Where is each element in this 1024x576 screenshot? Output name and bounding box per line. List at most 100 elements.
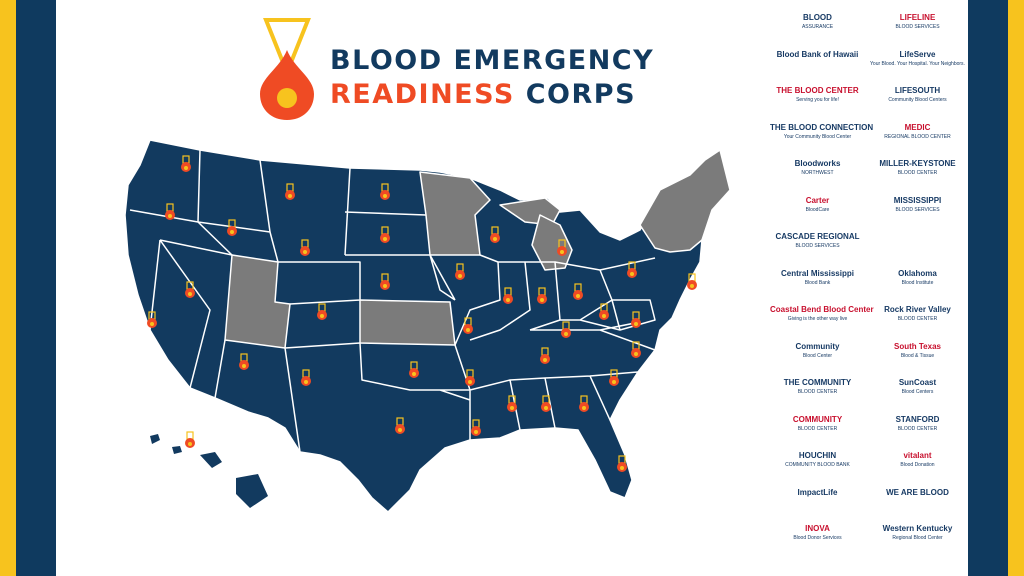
marker-ar <box>465 369 475 386</box>
marker-ky <box>561 321 571 338</box>
title-corps: CORPS <box>525 79 637 110</box>
marker-ia <box>455 263 465 280</box>
logo-name: HOUCHIN <box>798 451 837 460</box>
mississippi-blood-services-logo: MISSISSIPPI BLOOD SERVICES <box>870 195 965 214</box>
the-blood-connection-logo: THE BLOOD CONNECTION Your Community Blood… <box>770 123 873 141</box>
logo-name: Carter <box>805 195 830 205</box>
logo-name: MILLER-KEYSTONE <box>879 159 956 168</box>
marker-wv <box>599 303 609 320</box>
logo-tagline: BLOOD CENTER <box>897 425 938 432</box>
logo-name: LIFELINE <box>899 13 936 22</box>
lifeserve-logo: LifeServe Your Blood. Your Hospital. Your… <box>870 49 965 68</box>
logo-name: COMMUNITY <box>792 414 843 424</box>
stanford-logo: STANFORD BLOOD CENTER <box>870 415 965 433</box>
logo-name: Blood Bank of Hawaii <box>776 49 859 59</box>
logo-name: Community <box>795 341 840 351</box>
marker-tx <box>395 417 405 434</box>
carter-bloodcare-logo: Carter BloodCare <box>770 195 865 214</box>
logo-tagline: Your Community Blood Center <box>783 133 852 140</box>
logo-tagline: COMMUNITY BLOOD BANK <box>785 462 850 468</box>
lifeline-logo: LIFELINE BLOOD SERVICES <box>870 14 965 31</box>
marker-ne <box>380 273 390 290</box>
map-state-michigan <box>531 214 573 271</box>
western-kentucky-logo: Western Kentucky Regional Blood Center <box>870 525 965 542</box>
blood-bank-hawaii-logo: Blood Bank of Hawaii <box>770 49 865 60</box>
oklahoma-blood-institute-logo: Oklahoma Blood Institute <box>870 269 965 287</box>
miller-keystone-logo: MILLER-KEYSTONE BLOOD CENTER <box>870 160 965 177</box>
logo-tagline: BLOOD SERVICES <box>895 206 940 213</box>
logo-name: THE COMMUNITY <box>783 378 852 387</box>
logo-name: Rock River Valley <box>884 305 951 314</box>
marker-in <box>537 287 547 304</box>
marker-mo <box>463 317 473 334</box>
logo-tagline: REGIONAL BLOOD CENTER <box>884 133 951 140</box>
the-community-blood-center-logo: THE COMMUNITY BLOOD CENTER <box>770 379 865 396</box>
south-texas-logo: South Texas Blood & Tissue <box>870 341 965 360</box>
marker-nc <box>631 341 641 358</box>
cascade-regional-logo: CASCADE REGIONAL BLOOD SERVICES <box>770 233 865 250</box>
logo-name: ImpactLife <box>797 487 838 497</box>
logo-name: South Texas <box>894 341 941 351</box>
marker-mt <box>285 183 295 200</box>
logo-name: THE BLOOD CONNECTION <box>770 122 874 132</box>
blood-assurance-logo: BLOOD ASSURANCE <box>770 14 865 31</box>
logo-tagline: Serving you for life! <box>796 97 839 103</box>
logo-tagline: Regional Blood Center <box>892 535 943 541</box>
marker-ms <box>507 395 517 412</box>
logo-name: WE ARE BLOOD <box>886 487 949 497</box>
logo-tagline: BLOOD CENTER <box>897 316 938 322</box>
member-logos: BLOOD ASSURANCE LIFELINE BLOOD SERVICES Bloo… <box>770 10 965 570</box>
map-markers <box>147 155 697 472</box>
logo-tagline: ASSURANCE <box>801 24 834 30</box>
marker-wy <box>300 239 310 256</box>
logo-name: Central Mississippi <box>781 268 854 278</box>
logo-tagline: Giving is the other way live <box>787 316 848 322</box>
marker-nv <box>185 281 195 298</box>
marker-ca <box>147 311 157 328</box>
map-state-new-england <box>639 149 730 253</box>
logo-name: THE BLOOD CENTER <box>776 86 859 95</box>
marker-la <box>471 419 481 436</box>
marker-sd <box>380 226 390 243</box>
community-blood-center-2-logo: COMMUNITY BLOOD CENTER <box>770 414 865 433</box>
right-border <box>968 0 1024 576</box>
marker-hi <box>185 431 195 448</box>
houchin-logo: HOUCHIN COMMUNITY BLOOD BANK <box>770 452 865 469</box>
inova-logo: INOVA Blood Donor Services <box>770 525 865 542</box>
map-state-borders <box>129 149 656 453</box>
logo-tagline: BLOOD CENTER <box>797 389 838 395</box>
marker-wi <box>490 226 500 243</box>
logo-name: LIFESOUTH <box>894 86 941 95</box>
we-are-blood-logo: WE ARE BLOOD <box>870 487 965 498</box>
logo-name: CASCADE REGIONAL <box>775 232 860 241</box>
map-state-kansas <box>359 299 456 346</box>
marker-pa <box>627 261 637 278</box>
logo-name: Western Kentucky <box>882 524 953 533</box>
map-state-alaska <box>150 434 182 454</box>
marker-wa <box>181 155 191 172</box>
logo-tagline: Blood & Tissue <box>900 352 935 359</box>
logo-tagline: Blood Donation <box>900 462 935 468</box>
title-readiness: READINESS <box>330 79 515 110</box>
marker-sc <box>609 369 619 386</box>
logo-tagline: Community Blood Centers <box>888 97 947 103</box>
community-blood-center-logo: Community Blood Center <box>770 341 865 360</box>
bec-logo-icon <box>260 18 314 120</box>
marker-al <box>541 395 551 412</box>
map-state-hawaii <box>200 452 268 508</box>
the-blood-center-logo: THE BLOOD CENTER Serving you for life! <box>770 87 865 104</box>
marker-az <box>239 353 249 370</box>
marker-id <box>227 219 237 236</box>
medic-logo: MEDIC REGIONAL BLOOD CENTER <box>870 123 965 141</box>
logo-name: BLOOD <box>803 13 832 22</box>
logo-tagline: NORTHWEST <box>801 170 834 176</box>
logo-tagline: Blood Center <box>802 352 833 359</box>
suncoast-logo: SunCoast Blood Centers <box>870 379 965 396</box>
marker-mi <box>557 239 567 256</box>
logo-tagline: BloodCare <box>805 206 830 213</box>
marker-va <box>631 311 641 328</box>
logo-tagline: BLOOD CENTER <box>897 170 938 176</box>
logo-name: LifeServe <box>899 49 936 59</box>
logo-name: MISSISSIPPI <box>893 195 942 205</box>
